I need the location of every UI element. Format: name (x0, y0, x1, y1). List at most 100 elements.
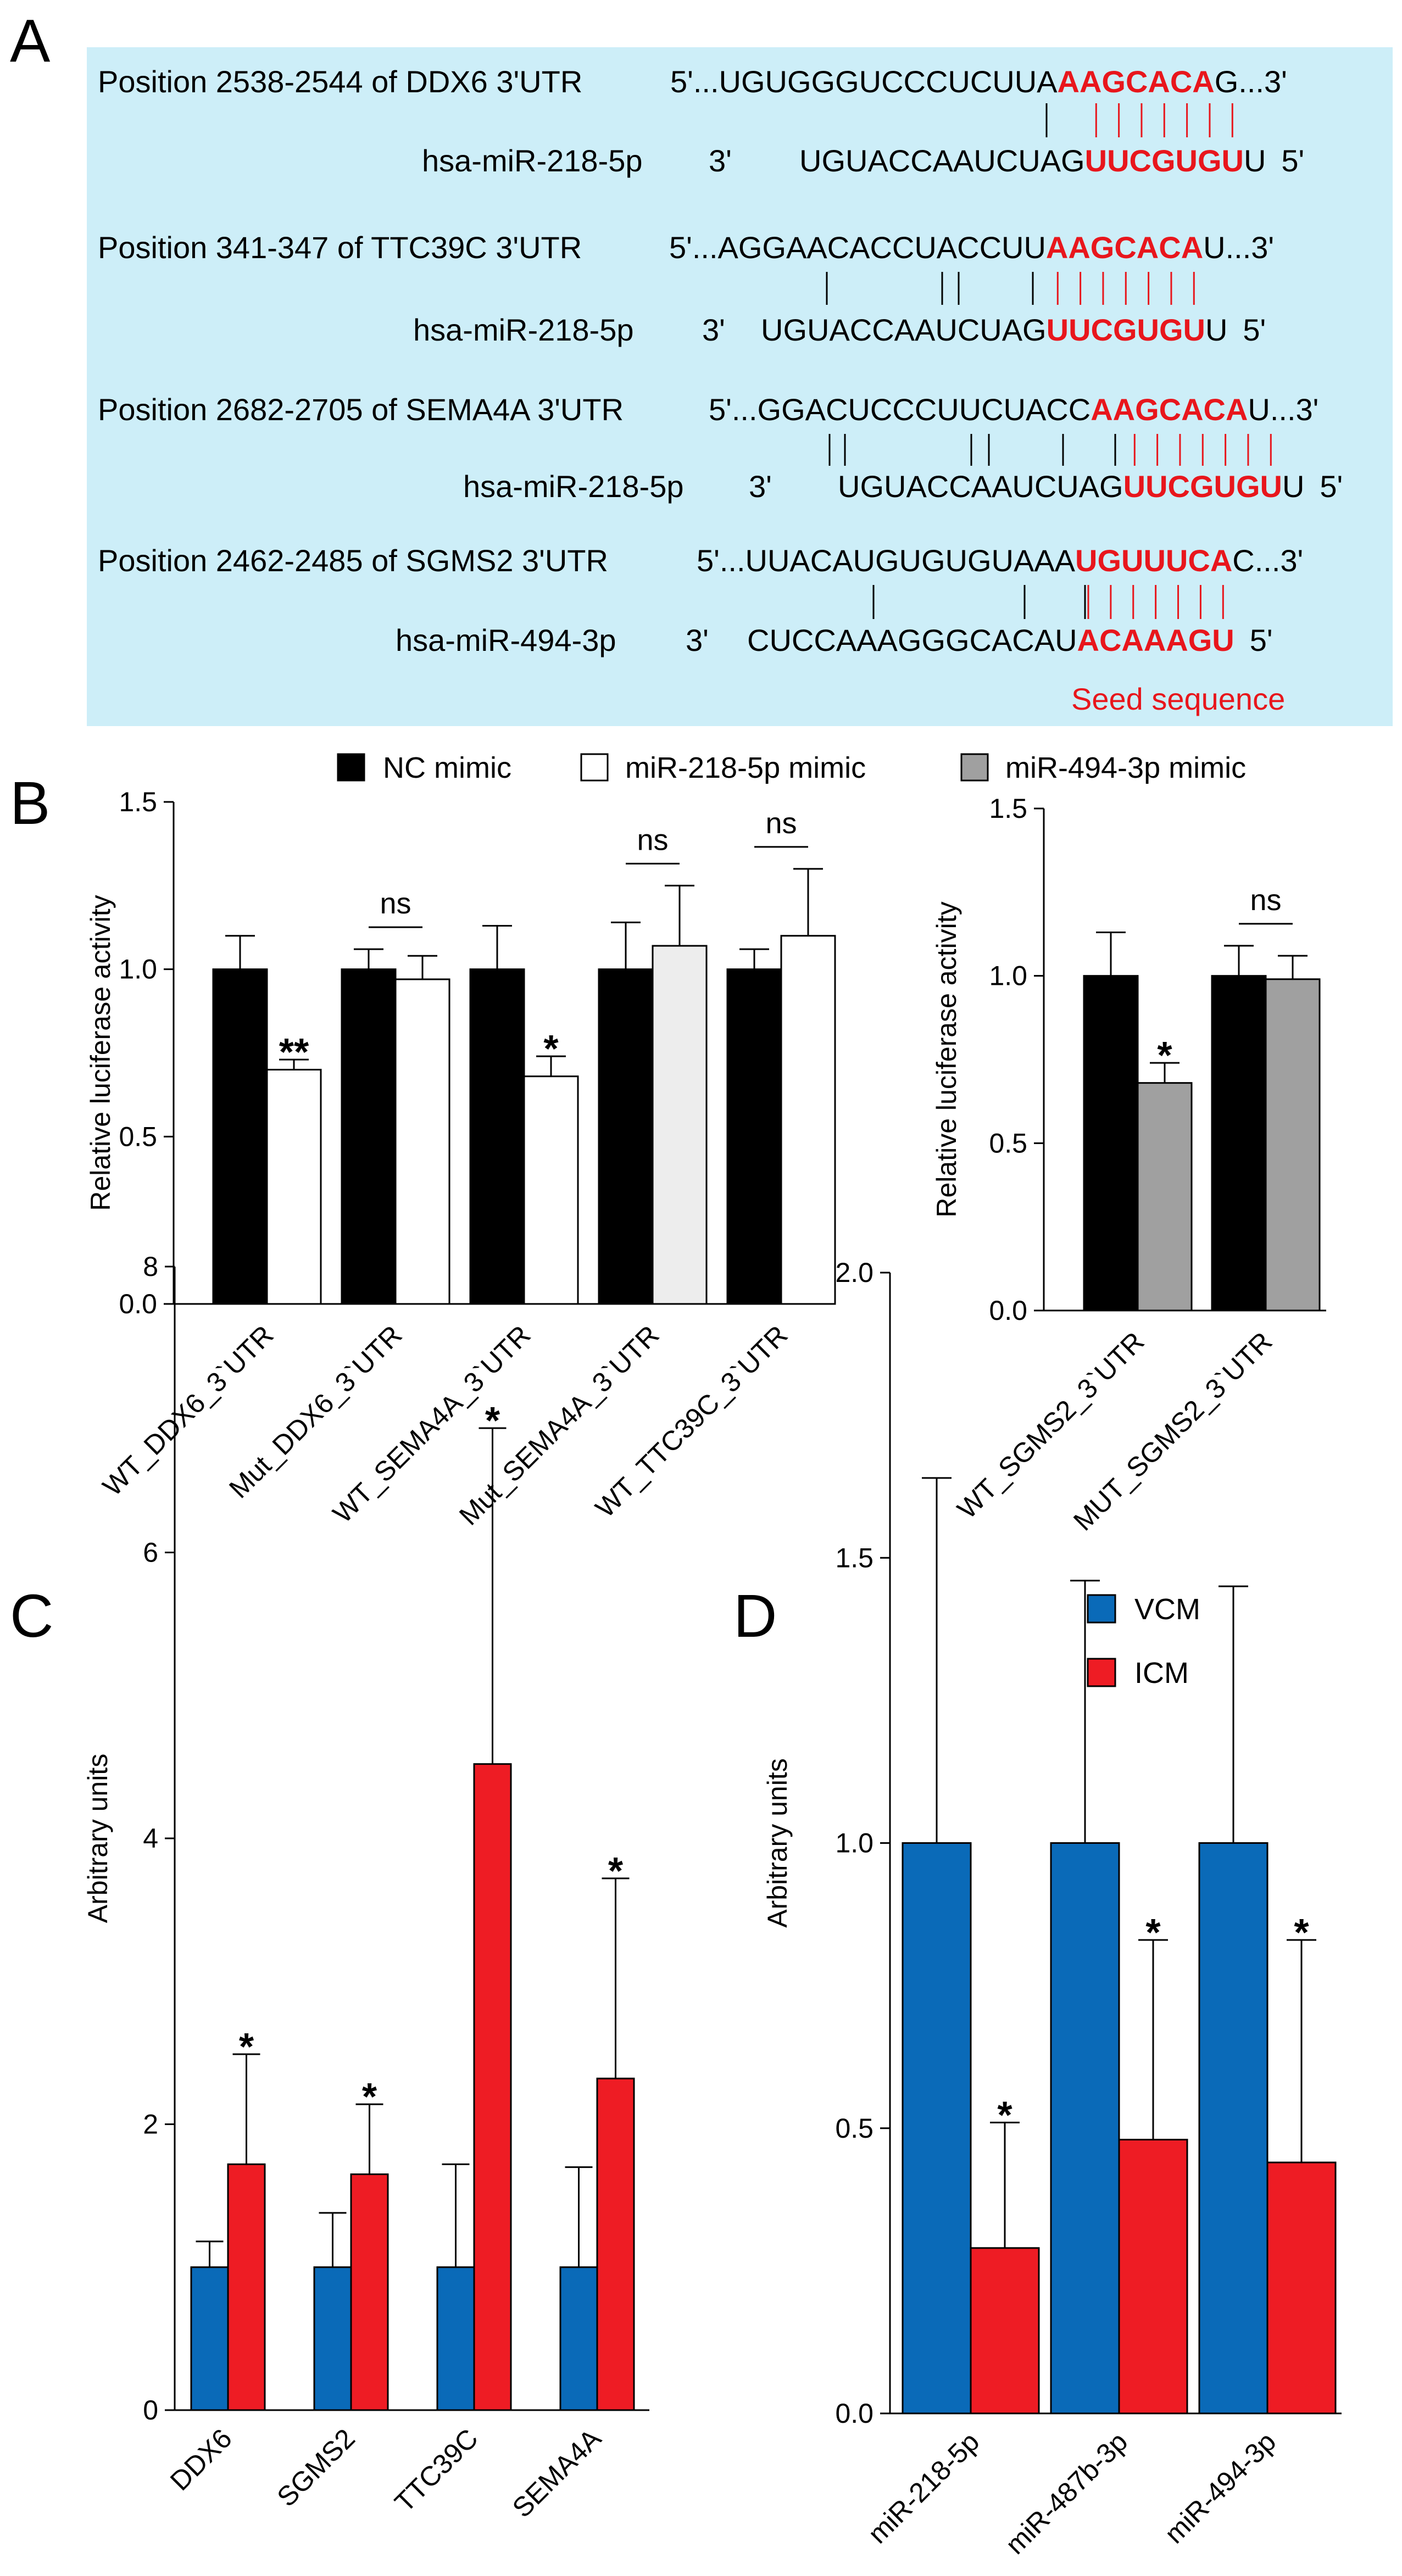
y-tick-label: 0.0 (989, 1295, 1027, 1326)
mirna-prefix: UGUACCAAUCUAG (838, 469, 1123, 504)
y-tick-label: 0.5 (835, 2113, 874, 2144)
chart-b-right: 0.0 0.5 1.0 1.5 Relative luciferase activity… (931, 793, 1326, 1537)
x-tick-label: TTC39C (389, 2423, 484, 2518)
significance-label: ns (637, 823, 668, 856)
legend-swatch-mir218 (580, 753, 609, 782)
bar (1083, 975, 1139, 1312)
legend-label-vcm: VCM (1134, 1593, 1200, 1626)
bar (596, 2077, 635, 2411)
mirna-3-end: 3' (709, 143, 732, 178)
y-tick-label: 4 (143, 1823, 158, 1854)
panel-a-label: A (10, 7, 51, 75)
legend-swatch-mir494 (960, 753, 989, 782)
bar (436, 2266, 475, 2411)
bar (523, 1075, 579, 1305)
x-tick-label: SGMS2 (271, 2423, 360, 2512)
mirna-5-end: 5' (1281, 143, 1304, 178)
y-axis-label: Relative luciferase activity (85, 895, 116, 1211)
chart-b-left: 0.0 0.5 1.0 1.5 Relative luciferase activity… (85, 787, 836, 1531)
utr-seed: AAGCACA (1091, 392, 1248, 427)
alignment-title: Position 2682-2705 of SEMA4A 3'UTR (98, 392, 624, 427)
significance-label: ns (380, 887, 411, 920)
panel-d-label: D (733, 1582, 777, 1650)
y-tick-label: 1.5 (119, 787, 157, 817)
significance-label: ns (765, 807, 797, 840)
alignment-title: Position 341-347 of TTC39C 3'UTR (98, 230, 582, 265)
mirna-name: hsa-miR-494-3p (396, 623, 616, 657)
panel-b-label: B (10, 770, 50, 837)
y-tick-label: 1.0 (835, 1828, 874, 1859)
legend-label-mir218: miR-218-5p mimic (625, 751, 866, 784)
alignment-title: Position 2538-2544 of DDX6 3'UTR (98, 64, 582, 99)
mirna-3-end: 3' (686, 623, 709, 657)
bar (313, 2266, 352, 2411)
mirna-5-end: 5' (1250, 623, 1273, 657)
bar (652, 945, 708, 1305)
utr-suffix: U...3' (1248, 392, 1318, 427)
y-tick-label: 0.0 (835, 2398, 874, 2429)
significance-star: * (1157, 1034, 1172, 1077)
legend-label-icm: ICM (1134, 1657, 1189, 1690)
panel-c-label: C (10, 1582, 53, 1650)
mirna-name: hsa-miR-218-5p (463, 469, 684, 504)
mirna-5-end: 5' (1243, 313, 1266, 347)
y-tick-label: 1.0 (119, 954, 157, 985)
legend-label-nc: NC mimic (383, 751, 511, 784)
mirna-sequence: UGUACCAAUCUAGUUCGUGUU 5' (761, 313, 1266, 347)
utr-seed: AAGCACA (1046, 230, 1203, 265)
y-tick-label: 8 (143, 1251, 158, 1282)
significance-star: * (1294, 1911, 1309, 1954)
y-tick-label: 0.5 (989, 1128, 1027, 1158)
utr-sequence: 5'...UUACAUGUGUGUAAAUGUUUCAC...3' (697, 543, 1303, 578)
significance-star: * (543, 1027, 559, 1070)
bar (212, 968, 268, 1305)
legend-label-mir494: miR-494-3p mimic (1005, 751, 1246, 784)
legend-swatch-vcm (1087, 1594, 1116, 1624)
bar (1198, 1842, 1269, 2415)
y-tick-label: 0.0 (119, 1289, 157, 1319)
mirna-prefix: CUCCAAAGGGCACAU (747, 623, 1077, 657)
mirna-seed: UUCGUGU (1085, 143, 1244, 178)
utr-prefix: 5'...GGACUCCCUUCUACC (709, 392, 1091, 427)
mirna-suffix: U (1282, 469, 1304, 504)
significance-star: * (608, 1849, 624, 1892)
x-tick-label: miR-487b-3p (999, 2426, 1133, 2560)
y-axis-label: Arbitrary units (762, 1758, 793, 1927)
utr-prefix: 5'...UGUGGGUCCCUCUUA (670, 64, 1058, 99)
bar (780, 935, 836, 1305)
mirna-suffix: U (1205, 313, 1227, 347)
utr-sequence: 5'...UGUGGGUCCCUCUUAAAGCACAG...3' (670, 64, 1287, 99)
y-tick-label: 6 (143, 1537, 158, 1568)
y-axis-label: Relative luciferase activity (931, 901, 962, 1217)
x-tick-label: miR-218-5p (862, 2426, 985, 2549)
y-tick-label: 1.5 (989, 793, 1027, 824)
bar (190, 2266, 229, 2411)
seed-sequence-label: Seed sequence (1071, 682, 1285, 716)
x-tick-label: DDX6 (164, 2423, 238, 2496)
significance-star: * (1145, 1911, 1161, 1954)
bar (598, 968, 654, 1305)
mirna-seed: UUCGUGU (1047, 313, 1205, 347)
mirna-3-end: 3' (702, 313, 725, 347)
bar (469, 968, 525, 1305)
mirna-5-end: 5' (1320, 469, 1343, 504)
legend-swatch-nc (337, 753, 365, 782)
y-axis-label: Arbitrary units (82, 1754, 113, 1923)
y-tick-label: 1.5 (835, 1542, 874, 1573)
bar (266, 1068, 322, 1305)
bar (394, 978, 450, 1305)
bar (970, 2247, 1040, 2415)
y-tick-label: 0 (143, 2395, 158, 2426)
mirna-suffix: U (1244, 143, 1266, 178)
utr-prefix: 5'...AGGAACACCUACCUU (669, 230, 1046, 265)
panel-d-legend: VCM ICM (1087, 1593, 1200, 1690)
utr-suffix: C...3' (1232, 543, 1303, 578)
mirna-sequence: UGUACCAAUCUAGUUCGUGUU 5' (799, 143, 1304, 178)
utr-sequence: 5'...GGACUCCCUUCUACCAAGCACAU...3' (709, 392, 1318, 427)
significance-star: * (239, 2025, 254, 2068)
utr-sequence: 5'...AGGAACACCUACCUUAAGCACAU...3' (669, 230, 1274, 265)
utr-seed: AAGCACA (1058, 64, 1215, 99)
bar (1137, 1082, 1193, 1312)
utr-suffix: G...3' (1215, 64, 1287, 99)
utr-suffix: U...3' (1203, 230, 1274, 265)
